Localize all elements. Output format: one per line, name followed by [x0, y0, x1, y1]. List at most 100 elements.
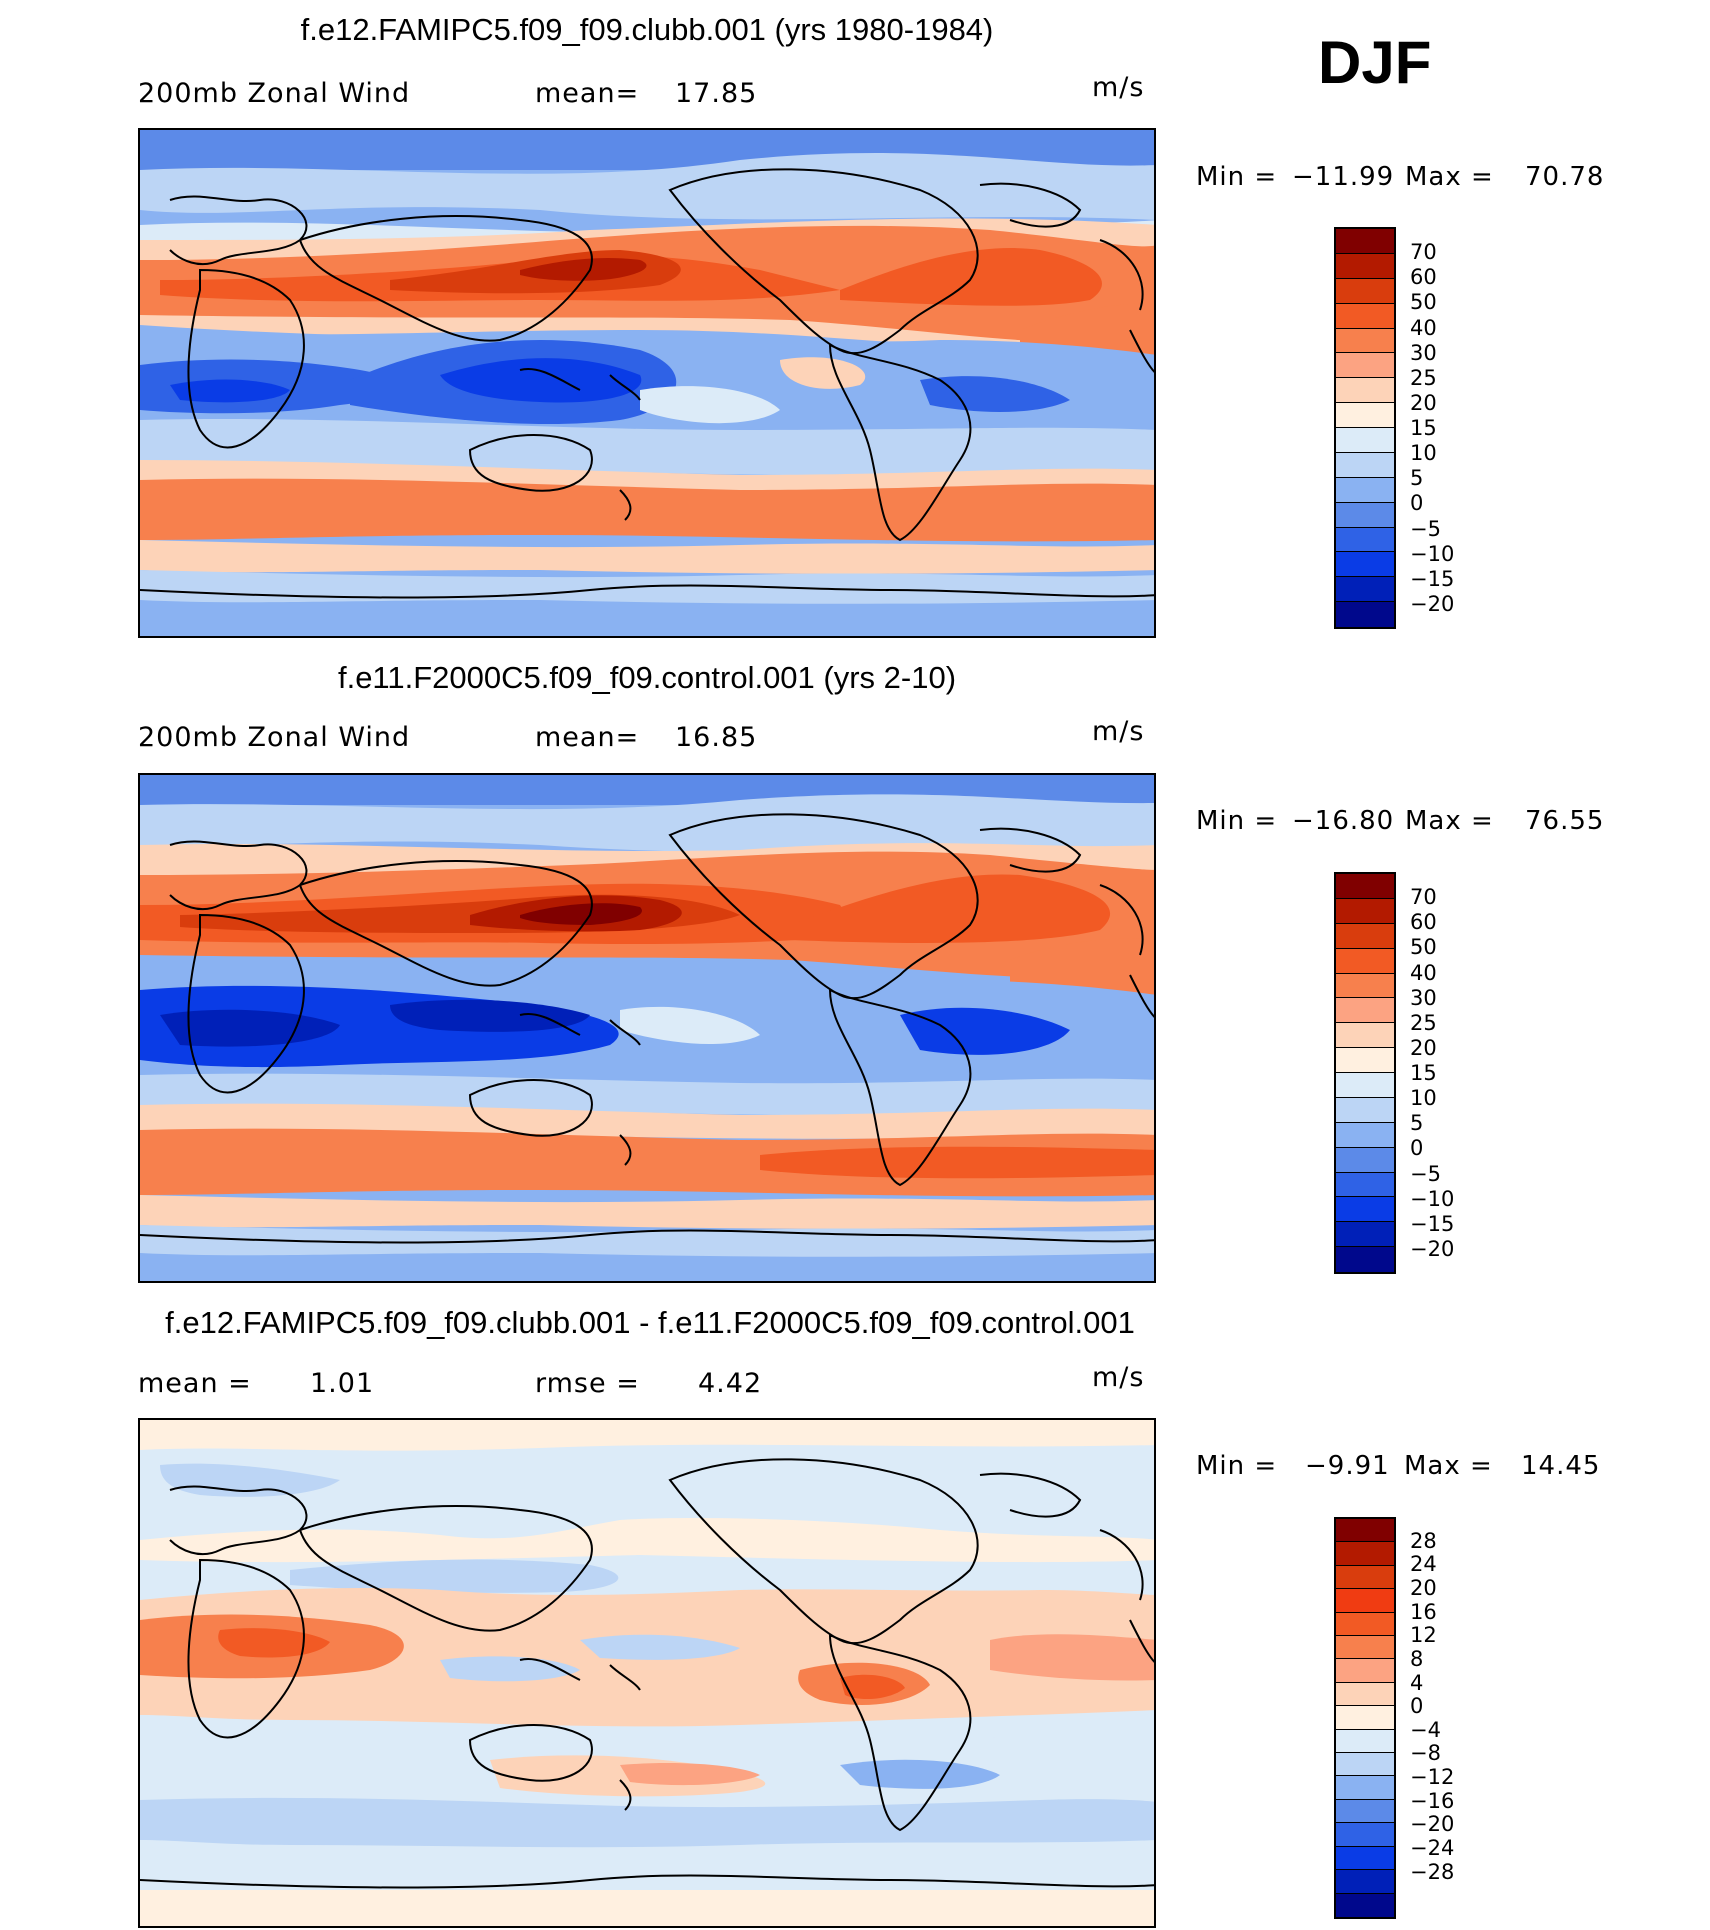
colorbar-swatch [1336, 1753, 1394, 1777]
colorbar-swatch [1336, 577, 1394, 603]
panel-2-mean-value: 16.85 [675, 722, 758, 753]
colorbar-swatch [1336, 403, 1394, 428]
colorbar-tick-label: −8 [1410, 1741, 1441, 1766]
colorbar-tick-label: −5 [1410, 516, 1441, 541]
colorbar-swatch [1336, 973, 1394, 999]
colorbar-swatch [1336, 1589, 1394, 1613]
panel-1-max-label: Max = [1405, 162, 1494, 192]
colorbar-swatch [1336, 1565, 1394, 1590]
colorbar-swatch [1336, 1073, 1394, 1098]
colorbar-tick-label: −4 [1410, 1717, 1441, 1742]
colorbar-tick-label: 5 [1410, 466, 1424, 491]
colorbar-tick-label: 0 [1410, 491, 1424, 516]
colorbar-tick-label: 70 [1410, 885, 1437, 910]
colorbar-swatch [1336, 303, 1394, 329]
colorbar-tick-label: −10 [1410, 1186, 1455, 1211]
panel-3-mean-value: 1.01 [310, 1368, 375, 1399]
colorbar-tick-label: −20 [1410, 1236, 1455, 1261]
colorbar-swatch [1336, 1776, 1394, 1800]
colorbar-tick-label: 50 [1410, 935, 1437, 960]
panel-1-min-label: Min = [1196, 162, 1278, 192]
panel-3-max-value: 14.45 [1521, 1451, 1601, 1481]
colorbar-swatch [1336, 1222, 1394, 1248]
panel-3-rmse-label: rmse = [535, 1368, 640, 1399]
colorbar-tick-label: 40 [1410, 315, 1437, 340]
colorbar-tick-label: 30 [1410, 985, 1437, 1010]
colorbar-tick-label: −15 [1410, 566, 1455, 591]
colorbar-swatch [1336, 253, 1394, 279]
colorbar-tick-label: 15 [1410, 416, 1437, 440]
colorbar-swatch [1336, 1147, 1394, 1173]
colorbar-tick-label: 15 [1410, 1061, 1437, 1085]
colorbar-swatch [1336, 1122, 1394, 1148]
colorbar-swatch [1336, 1097, 1394, 1123]
colorbar-swatch [1336, 378, 1394, 404]
panel-3-rmse-value: 4.42 [698, 1368, 763, 1399]
colorbar-swatch [1336, 1197, 1394, 1223]
colorbar-swatch [1336, 452, 1394, 478]
panel-2-variable-label: 200mb Zonal Wind [138, 722, 411, 753]
panel-1-units: m/s [1092, 72, 1145, 103]
panel-1-max-value: 70.78 [1525, 162, 1605, 192]
colorbar-tick-label: 0 [1410, 1136, 1424, 1161]
colorbar-tick-label: 5 [1410, 1111, 1424, 1136]
panel-3-title: f.e12.FAMIPC5.f09_f09.clubb.001 - f.e11.… [165, 1305, 1135, 1340]
colorbar-tick-label: −20 [1410, 1812, 1455, 1837]
colorbar-tick-label: 10 [1410, 1086, 1437, 1111]
panel-3-mean-label: mean = [138, 1368, 252, 1399]
colorbar-swatch [1336, 1846, 1394, 1871]
colorbar-tick-label: −12 [1410, 1765, 1455, 1790]
panel-2-min-label: Min = [1196, 806, 1278, 836]
colorbar-swatch [1336, 1023, 1394, 1049]
panel-1-colorbar [1334, 227, 1396, 629]
colorbar-swatch [1336, 552, 1394, 578]
panel-1-mean-value: 17.85 [675, 78, 758, 109]
colorbar-tick-label: −16 [1410, 1788, 1455, 1813]
colorbar-swatch [1336, 502, 1394, 528]
colorbar-swatch [1336, 229, 1394, 254]
colorbar-tick-label: 25 [1410, 365, 1437, 390]
colorbar-tick-label: 0 [1410, 1694, 1424, 1719]
panel-2-title: f.e11.F2000C5.f09_f09.control.001 (yrs 2… [337, 660, 957, 695]
colorbar-swatch [1336, 948, 1394, 974]
panel-1-min-value: −11.99 [1292, 162, 1395, 192]
colorbar-tick-label: 10 [1410, 441, 1437, 466]
colorbar-swatch [1336, 602, 1394, 627]
panel-1-variable-label: 200mb Zonal Wind [138, 78, 411, 109]
colorbar-tick-label: −28 [1410, 1859, 1455, 1884]
panel-3-max-label: Max = [1404, 1451, 1493, 1481]
panel-2-colorbar [1334, 872, 1396, 1274]
colorbar-swatch [1336, 1870, 1394, 1894]
colorbar-tick-label: 28 [1410, 1528, 1437, 1553]
colorbar-swatch [1336, 998, 1394, 1024]
colorbar-swatch [1336, 278, 1394, 304]
panel-3-map [138, 1418, 1156, 1928]
panel-2-min-value: −16.80 [1292, 806, 1395, 836]
colorbar-swatch [1336, 1048, 1394, 1073]
colorbar-tick-label: −24 [1410, 1836, 1455, 1861]
colorbar-swatch [1336, 874, 1394, 899]
colorbar-tick-label: 20 [1410, 390, 1437, 415]
colorbar-swatch [1336, 1823, 1394, 1847]
colorbar-tick-label: 50 [1410, 290, 1437, 315]
colorbar-tick-label: 8 [1410, 1646, 1424, 1671]
colorbar-tick-label: 70 [1410, 240, 1437, 265]
colorbar-swatch [1336, 428, 1394, 453]
colorbar-tick-label: 60 [1410, 910, 1437, 935]
colorbar-tick-label: −5 [1410, 1161, 1441, 1186]
panel-2-max-label: Max = [1405, 806, 1494, 836]
panel-2-units: m/s [1092, 716, 1145, 747]
colorbar-swatch [1336, 353, 1394, 379]
colorbar-tick-label: −15 [1410, 1211, 1455, 1236]
panel-3-units: m/s [1092, 1362, 1145, 1393]
colorbar-tick-label: 40 [1410, 960, 1437, 985]
colorbar-swatch [1336, 1519, 1394, 1543]
colorbar-swatch [1336, 1729, 1394, 1754]
colorbar-swatch [1336, 1247, 1394, 1272]
colorbar-swatch [1336, 527, 1394, 553]
colorbar-swatch [1336, 1542, 1394, 1566]
colorbar-swatch [1336, 1612, 1394, 1637]
colorbar-swatch [1336, 898, 1394, 924]
colorbar-swatch [1336, 923, 1394, 949]
colorbar-swatch [1336, 328, 1394, 354]
